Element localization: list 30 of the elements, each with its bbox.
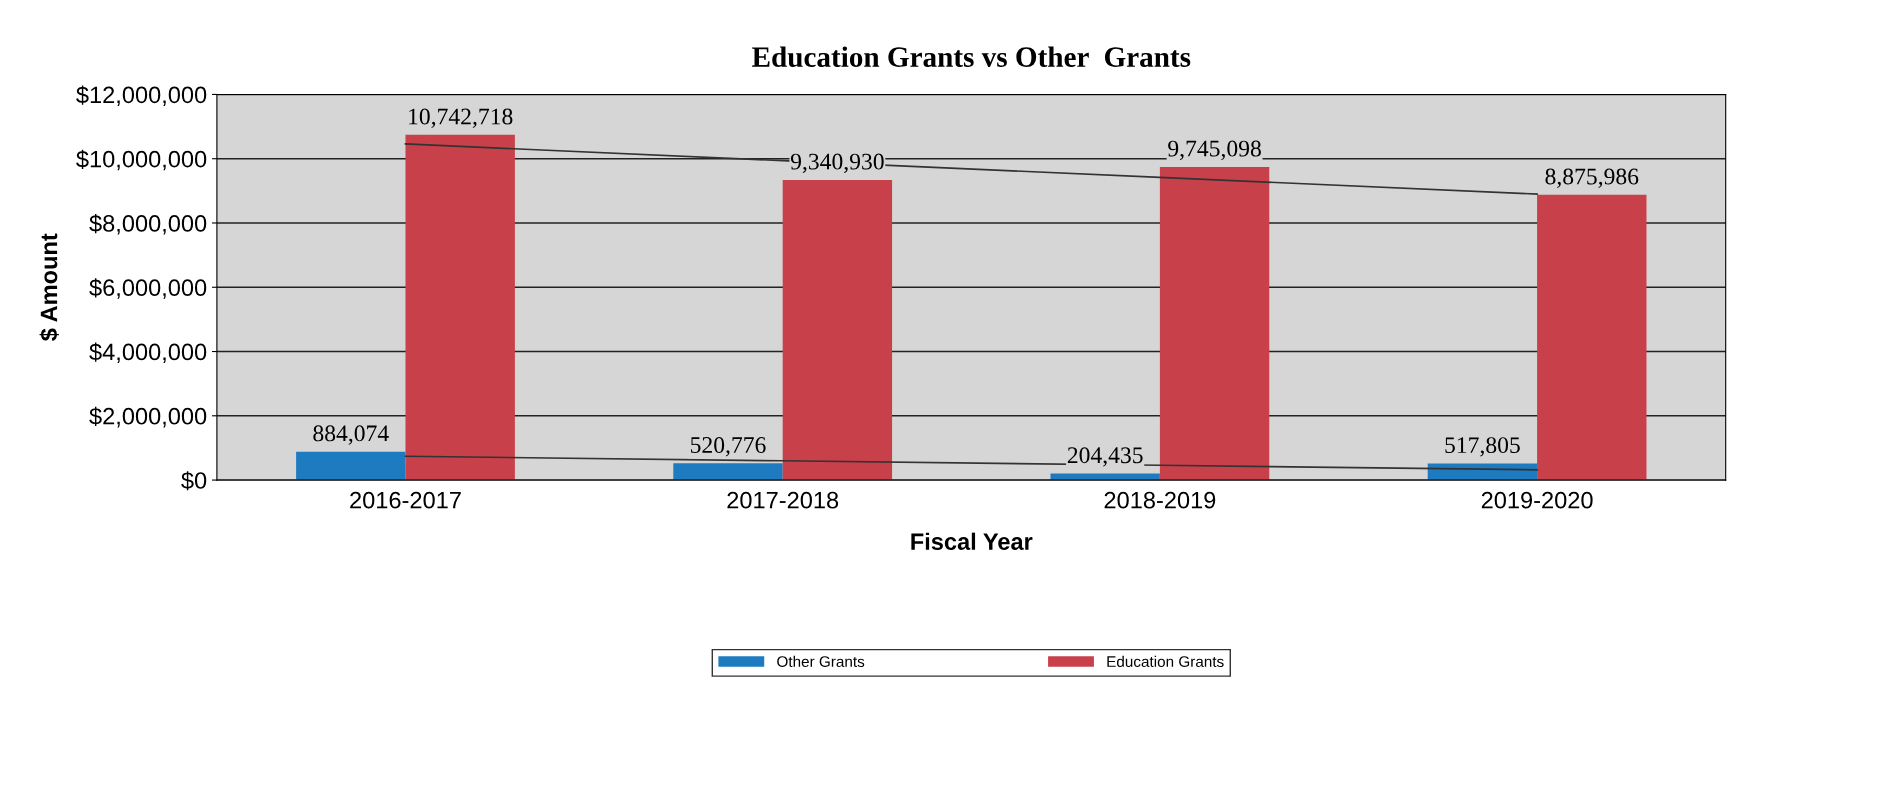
data-label: 517,805 (1445, 437, 1520, 457)
x-tick-label: 2017-2018 (727, 491, 839, 509)
bar (296, 451, 406, 481)
x-axis-title: Fiscal Year (911, 532, 1033, 550)
data-label: 9,745,098 (1168, 140, 1261, 160)
data-label: 9,340,930 (790, 153, 884, 173)
bar (1537, 194, 1647, 481)
data-label: 884,074 (313, 425, 389, 445)
data-label: 204,435 (1067, 447, 1143, 467)
bar (782, 179, 893, 481)
data-label: 520,776 (691, 437, 766, 457)
y-tick-label: $12,000,000 (76, 85, 207, 107)
y-tick-label: $4,000,000 (89, 342, 207, 364)
y-tick-label: $0 (181, 471, 207, 491)
legend-label: Other Grants (777, 655, 865, 668)
chart-title: Education Grants vs Other Grants (752, 46, 1191, 68)
data-label: 10,742,718 (409, 108, 513, 128)
bar (673, 463, 783, 481)
x-tick-label: 2018-2019 (1104, 491, 1216, 509)
legend-label: Education Grants (1107, 655, 1224, 668)
data-label: 8,875,986 (1545, 168, 1639, 188)
bar (1159, 166, 1270, 481)
y-tick-label: $8,000,000 (89, 214, 207, 235)
y-axis-title: $ Amount (39, 233, 59, 341)
x-tick-label: 2016-2017 (350, 491, 461, 509)
bar (405, 134, 515, 481)
y-tick-label: $2,000,000 (89, 406, 207, 428)
y-tick-label: $10,000,000 (76, 149, 207, 171)
y-tick-label: $6,000,000 (89, 278, 207, 299)
x-tick-label: 2019-2020 (1481, 491, 1593, 509)
